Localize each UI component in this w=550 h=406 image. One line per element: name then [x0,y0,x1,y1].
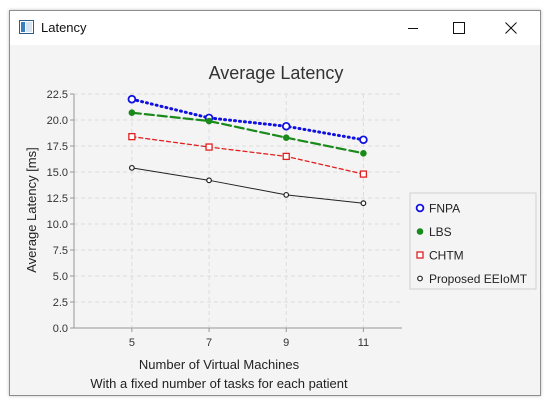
data-point [128,109,136,117]
x-tick-label: 9 [283,337,289,349]
window-title: Latency [41,20,87,35]
data-point [281,121,291,131]
y-tick-label: 20.0 [47,115,68,127]
chart-area: Average Latency 0.0 2.5 5.0 7.5 10.0 12.5 15.0… [10,45,540,395]
chart-window-icon [19,20,34,34]
data-point [283,191,290,198]
data-point [282,134,290,141]
y-tick-label: 12.5 [47,193,68,205]
latency-window: Latency Average Latency 0.0 2.5 5.0 7.5 10.0… [9,10,541,396]
x-axis-subtitle: With a fixed number of tasks for each pa… [90,376,348,391]
close-button[interactable] [488,11,534,45]
data-point [128,164,135,171]
y-tick-label: 2.5 [53,297,68,309]
y-tick-label: 7.5 [53,245,68,257]
data-point [359,135,368,145]
close-icon [505,22,517,34]
series-line-3 [131,167,364,204]
chart-title: Average Latency [209,63,344,83]
latency-chart: Average Latency 0.0 2.5 5.0 7.5 10.0 12.5 15.0… [24,63,537,391]
y-tick-label: 15.0 [47,167,68,179]
data-point [360,200,367,207]
legend-label: CHTM [429,249,464,263]
legend-label: LBS [429,225,452,239]
title-bar[interactable]: Latency [10,11,540,45]
series-line-2 [131,135,365,175]
series-line-0 [130,97,365,142]
plot-background [74,94,402,328]
data-point [205,117,213,125]
minimize-icon [408,28,418,29]
x-tick-label: 5 [129,337,135,349]
legend-marker [416,251,424,259]
data-point [282,152,290,161]
data-point [359,170,368,178]
legend-marker [416,228,424,235]
data-point [128,132,136,141]
y-axis-label: Average Latency [ms] [24,147,39,273]
legend-marker [415,203,425,213]
legend-label: FNPA [429,202,460,216]
minimize-button[interactable] [390,11,436,45]
y-tick-label: 17.5 [47,141,68,153]
data-point [205,143,213,151]
x-tick-label: 11 [358,337,369,349]
y-tick-label: 22.5 [47,89,68,101]
data-point [360,149,367,157]
data-point [127,94,137,104]
legend-marker [417,275,423,282]
maximize-icon [453,22,465,34]
x-tick-label: 7 [206,337,212,349]
x-axis-label: Number of Virtual Machines [139,357,300,372]
legend-label: Proposed EEIoMT [429,272,528,286]
data-point [206,177,212,184]
y-tick-label: 5.0 [53,271,68,283]
maximize-button[interactable] [436,11,482,45]
legend-box [409,192,537,290]
y-tick-label: 0.0 [53,323,68,335]
y-tick-label: 10.0 [47,219,68,231]
series-line-1 [130,111,365,155]
